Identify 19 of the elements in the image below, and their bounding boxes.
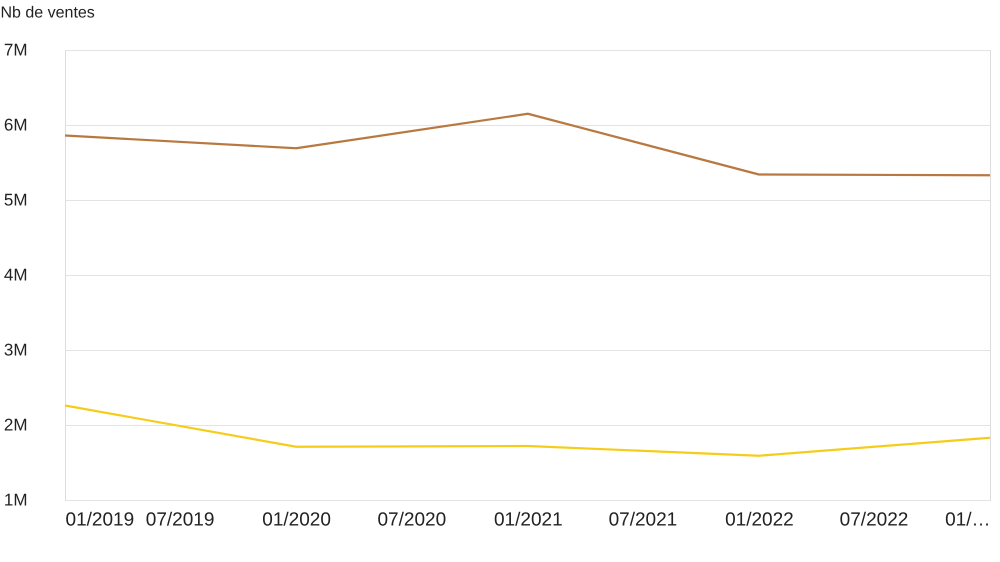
x-tick-label: 07/2019 (146, 510, 214, 530)
x-tick-label: 01/2021 (494, 510, 563, 530)
y-tick-label: 5M (4, 190, 28, 210)
x-tick-label: 07/2020 (377, 510, 446, 530)
y-tick-label: 6M (4, 116, 28, 134)
line-series (64, 112, 992, 176)
line-series (64, 404, 992, 457)
y-tick-label: 2M (4, 416, 28, 434)
x-tick-label: 07/2021 (608, 510, 678, 530)
y-tick-label: 3M (4, 340, 28, 360)
x-tick-label: 01/2020 (262, 510, 331, 530)
x-tick-label: 01/2019 (66, 510, 134, 530)
x-tick-label: 07/2022 (840, 510, 908, 530)
y-tick-label: 4M (4, 266, 28, 284)
y-axis-title: Nb de ventes (0, 4, 95, 22)
y-tick-label: 1M (4, 490, 28, 510)
y-tick-label: 7M (4, 40, 28, 60)
x-tick-label: 01/2022 (725, 510, 794, 530)
x-tick-label: 01/… (945, 510, 990, 530)
